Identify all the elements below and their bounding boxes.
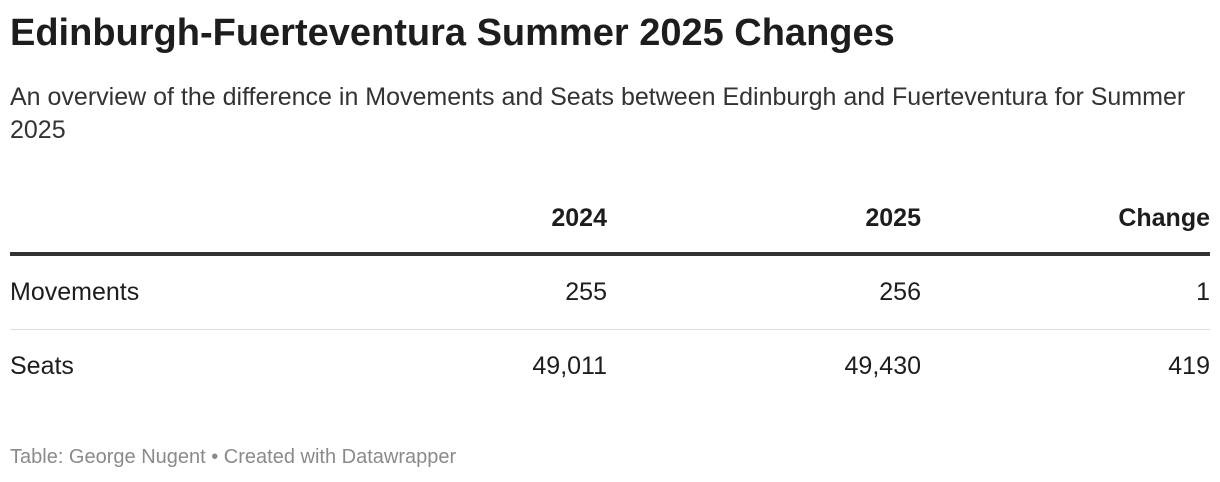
table-cell: 49,430 — [844, 352, 921, 380]
table-cell: 255 — [565, 278, 607, 306]
header-row: 2024 2025 Change — [10, 190, 1210, 256]
table-row: Seats 49,011 49,430 419 — [10, 330, 1210, 404]
table-row: Movements 255 256 1 — [10, 256, 1210, 330]
table-cell: 49,011 — [532, 352, 607, 380]
table-cell: 256 — [879, 278, 921, 306]
row-label: Seats — [10, 352, 74, 380]
row-label: Movements — [10, 278, 140, 306]
table-cell: 1 — [1196, 278, 1210, 306]
title: Edinburgh-Fuerteventura Summer 2025 Chan… — [10, 12, 895, 54]
subtitle: An overview of the difference in Movemen… — [10, 83, 1186, 144]
column-header: Change — [1118, 204, 1210, 232]
column-header: 2024 — [551, 204, 607, 232]
table-cell: 419 — [1168, 352, 1210, 380]
column-header: 2025 — [865, 204, 921, 232]
footer: Table: George Nugent • Created with Data… — [10, 446, 457, 468]
table: 2024 2025 Change Movements 255 256 1 Seats 49,01… — [10, 190, 1210, 404]
